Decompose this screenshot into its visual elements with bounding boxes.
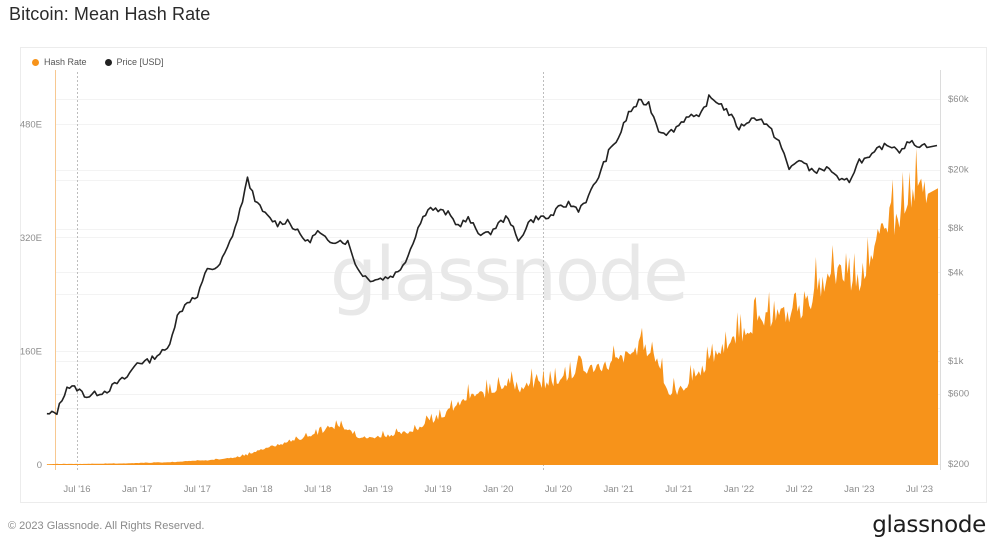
- svg-text:Jan '19: Jan '19: [363, 484, 393, 495]
- svg-text:$200: $200: [948, 459, 969, 470]
- legend-label-hash-rate: Hash Rate: [44, 57, 87, 67]
- legend-label-price: Price [USD]: [116, 57, 164, 67]
- x-axis-ticks: Jul '16 Jan '17 Jul '17 Jan '18 Jul '18 Jan '…: [63, 484, 933, 495]
- price-line: [46, 94, 938, 416]
- right-axis-ticks: $200 $600 $1k $4k $8k $20k $60k: [948, 94, 969, 470]
- svg-text:Jul '16: Jul '16: [63, 484, 90, 495]
- price-dot-icon: [104, 58, 112, 66]
- svg-text:Jan '22: Jan '22: [724, 484, 754, 495]
- legend-item-price[interactable]: Price [USD]: [104, 57, 164, 67]
- glassnode-logo[interactable]: glassnode: [872, 512, 986, 538]
- svg-text:0: 0: [37, 460, 42, 471]
- svg-text:$20k: $20k: [948, 164, 969, 175]
- svg-text:Jul '18: Jul '18: [304, 484, 331, 495]
- svg-text:Jan '21: Jan '21: [603, 484, 633, 495]
- svg-text:Jan '18: Jan '18: [242, 484, 272, 495]
- watermark-text: glassnode: [330, 232, 687, 318]
- svg-text:$600: $600: [948, 389, 969, 400]
- legend-item-hash-rate[interactable]: Hash Rate: [32, 57, 87, 67]
- hash-rate-area: [46, 148, 938, 466]
- hash-rate-dot-icon: [32, 58, 39, 66]
- svg-text:$60k: $60k: [948, 94, 969, 105]
- svg-text:Jul '21: Jul '21: [665, 484, 692, 495]
- svg-text:Jan '23: Jan '23: [844, 484, 874, 495]
- copyright-text: © 2023 Glassnode. All Rights Reserved.: [8, 520, 205, 532]
- svg-text:Jan '17: Jan '17: [122, 484, 152, 495]
- svg-text:Jan '20: Jan '20: [483, 484, 513, 495]
- page-title: Bitcoin: Mean Hash Rate: [9, 4, 211, 24]
- svg-text:$1k: $1k: [948, 356, 964, 367]
- svg-text:Jul '19: Jul '19: [424, 484, 451, 495]
- left-axis-ticks: 0 160E 320E 480E: [20, 120, 42, 472]
- svg-text:$8k: $8k: [948, 223, 964, 234]
- svg-text:Jul '17: Jul '17: [184, 484, 211, 495]
- svg-text:320E: 320E: [20, 233, 42, 244]
- svg-text:Jul '20: Jul '20: [545, 484, 572, 495]
- svg-text:$4k: $4k: [948, 267, 964, 278]
- svg-text:160E: 160E: [20, 347, 42, 358]
- svg-text:480E: 480E: [20, 120, 42, 131]
- svg-text:Jul '22: Jul '22: [786, 484, 813, 495]
- chart-legend: Hash Rate Price [USD]: [32, 57, 164, 67]
- svg-text:Jul '23: Jul '23: [906, 484, 933, 495]
